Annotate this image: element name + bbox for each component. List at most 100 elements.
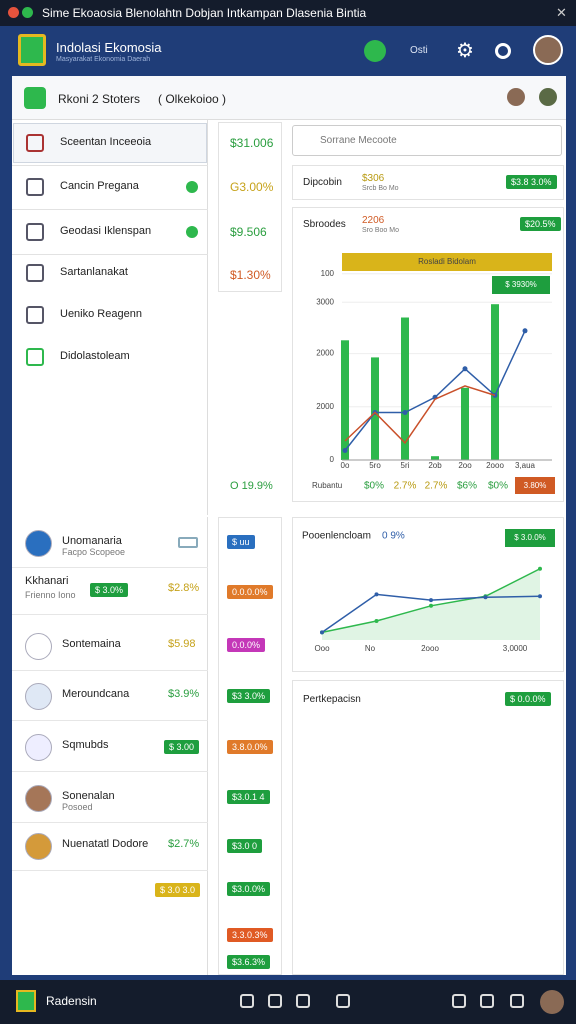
footer-icon[interactable] [336, 994, 350, 1008]
list-label[interactable]: Nuenatatl Dodore [62, 838, 149, 850]
card-sub: Srcb Bo Mo [362, 185, 399, 192]
menu-item[interactable]: Didolastoleam [60, 350, 130, 362]
x-tick-label: 2ooo [486, 461, 504, 470]
side-badge: $3.0.0% [227, 882, 271, 896]
card [292, 680, 564, 975]
list-value: $5.98 [168, 638, 196, 650]
list-icon [25, 683, 52, 710]
dot [22, 7, 33, 18]
list-sub: Facpo Scopeoe [62, 547, 126, 557]
card-value: $306 [362, 173, 385, 184]
x-tick-label: 2ooo [421, 644, 439, 653]
list-icon [25, 833, 52, 860]
footer-value: 2.7% [394, 481, 417, 492]
banner [342, 253, 552, 271]
list-badge: $ 3.00 [164, 740, 200, 754]
list-sub: Frienno Iono [25, 590, 76, 600]
footer-icon[interactable] [240, 994, 254, 1008]
side-badge: $3.0.1 4 [227, 790, 270, 804]
list-label[interactable]: Sontemaina [62, 638, 121, 650]
banner-label: Rosladi Bidolam [418, 257, 476, 266]
menu-check [186, 226, 198, 238]
point [402, 410, 408, 415]
footer-badge-label: 3.80% [524, 481, 547, 490]
side-badge: $3.0 0 [227, 839, 263, 853]
footer-value: $6% [457, 481, 477, 492]
list-divider [12, 670, 208, 671]
list-label[interactable]: Sqmubds [62, 739, 109, 751]
toolbar-filter[interactable]: ( Olkekoioo ) [158, 92, 227, 106]
menu-item[interactable]: Sceentan Inceeoia [60, 136, 152, 148]
list-toggle [178, 537, 198, 548]
x-tick-label: Ooo [314, 644, 330, 653]
close: ✕ [556, 5, 567, 20]
chart-badge-label: $ 3.0.0% [514, 533, 546, 542]
panel-title: Pertkepacisn [303, 694, 361, 705]
list-icon [25, 530, 52, 557]
point [538, 594, 542, 599]
card-label: Dipcobin [303, 177, 342, 188]
footer-icon[interactable] [452, 994, 466, 1008]
toolbar [12, 76, 566, 120]
list-badge: $ 3.0 3.0 [155, 883, 201, 897]
card-badge: $20.5% [520, 217, 561, 231]
title-bar [0, 0, 576, 26]
footer-icon[interactable] [480, 994, 494, 1008]
footer-icon[interactable] [296, 994, 310, 1008]
menu-item[interactable]: Cancin Pregana [60, 180, 139, 192]
menu-item[interactable]: Ueniko Reagenn [60, 308, 142, 320]
search[interactable] [292, 125, 562, 156]
search-placeholder: Sorrane Mecoote [320, 135, 397, 146]
menu-divider [12, 165, 208, 166]
icon-button[interactable] [364, 40, 386, 62]
bar [461, 387, 469, 460]
menu-check [186, 181, 198, 193]
bar [371, 357, 379, 460]
menu-item[interactable]: Geodasi Iklenspan [60, 225, 152, 237]
list-sub: Posoed [62, 802, 93, 812]
settings[interactable]: ⚙ [456, 40, 474, 62]
footer-value: 2.7% [425, 481, 448, 492]
header-button[interactable]: Osti [410, 45, 428, 56]
y-tick-label: 0 [330, 455, 335, 464]
footer-icon[interactable] [510, 994, 524, 1008]
avatar [540, 990, 564, 1014]
metric: $31.006 [230, 136, 274, 150]
point [429, 598, 433, 603]
menu-icon [26, 134, 44, 152]
help[interactable] [495, 43, 511, 59]
list-divider [12, 567, 208, 568]
menu-icon [26, 348, 44, 366]
menu-item[interactable]: Sartanlanakat [60, 266, 128, 278]
header-subtitle: Masyarakat Ekonomia Daerah [56, 56, 151, 63]
side-badge: $3.6.3% [227, 955, 271, 969]
badge-panel [218, 517, 282, 975]
list-label[interactable]: Unomanaria [62, 535, 122, 547]
list-divider [12, 870, 208, 871]
list-label[interactable]: Sonenalan [62, 790, 115, 802]
panel-badge: $ 0.0.0% [505, 692, 551, 706]
bar [401, 317, 409, 460]
footer-logo [16, 990, 36, 1012]
footer-badge [515, 477, 555, 494]
x-tick-label: 3,0000 [503, 644, 528, 653]
toolbar-icon [24, 87, 46, 109]
list-label[interactable]: Meroundcana [62, 688, 130, 700]
menu-highlight [13, 123, 207, 163]
dot [8, 7, 19, 18]
point [462, 366, 468, 372]
list-value: $3.9% [168, 688, 200, 700]
footer-icon[interactable] [268, 994, 282, 1008]
menu-divider [12, 209, 208, 210]
list-label[interactable]: Kkhanari [25, 575, 69, 587]
footer-value: $0% [488, 481, 508, 492]
side-badge: 0.0.0.0% [227, 585, 273, 599]
menu-icon [26, 178, 44, 196]
point [320, 630, 324, 635]
chart-badge [492, 276, 550, 294]
avatar [507, 88, 525, 106]
x-tick-label: 2oo [458, 461, 472, 470]
metric: G3.00% [230, 180, 274, 194]
chart-badge-label: $ 3930% [505, 280, 537, 289]
